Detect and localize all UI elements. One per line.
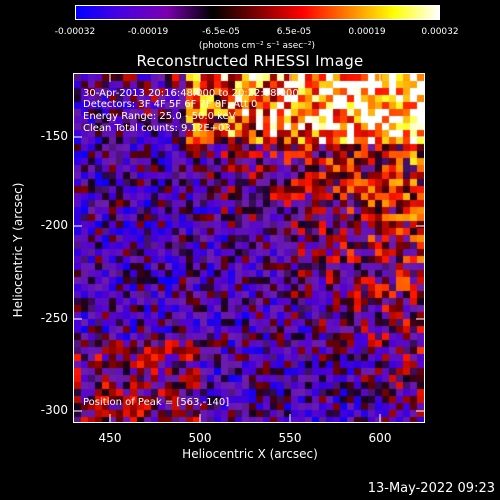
x-tick-label: 450 xyxy=(98,431,122,445)
colorbar-tick: -6.5e-05 xyxy=(202,27,240,37)
date-stamp: 13-May-2022 09:23 xyxy=(367,481,495,496)
colorbar-tick: 0.00019 xyxy=(348,27,386,37)
colorbar-tick: -0.00032 xyxy=(54,27,96,37)
colorbar xyxy=(75,5,440,20)
x-tick-label: 600 xyxy=(368,431,392,445)
x-tick-label: 550 xyxy=(278,431,302,445)
algorithm-label: Clean Total counts: 9.12E+03 xyxy=(83,123,231,134)
colorbar-tick: 0.00032 xyxy=(421,27,459,37)
peak-position-label: Position of Peak = [563,-140] xyxy=(83,397,230,408)
colorbar-tick: -0.00019 xyxy=(127,27,169,37)
plot-ticks xyxy=(74,74,424,422)
y-axis-label: Heliocentric Y (arcsec) xyxy=(11,182,25,318)
rhessi-heatmap-image xyxy=(74,74,424,422)
detectors-label: Detectors: 3F 4F 5F 6F 7F 8F, Att 0 xyxy=(83,99,258,110)
plot-area: 30-Apr-2013 20:16:48.000 to 20:22:08.000… xyxy=(73,73,425,423)
y-tick-label: -200 xyxy=(40,218,68,232)
x-axis-label: Heliocentric X (arcsec) xyxy=(182,447,318,461)
energy-range-label: Energy Range: 25.0 - 50.0 keV xyxy=(83,111,236,122)
plot-title: Reconstructed RHESSI Image xyxy=(136,52,364,70)
y-tick-label: -250 xyxy=(40,311,68,325)
time-range-label: 30-Apr-2013 20:16:48.000 to 20:22:08.000 xyxy=(83,88,299,99)
colorbar-tick: 6.5e-05 xyxy=(276,27,312,37)
colorbar-unit-label: (photons cm⁻² s⁻¹ asec⁻²) xyxy=(198,41,316,51)
y-tick-label: -150 xyxy=(40,129,68,143)
x-tick-label: 500 xyxy=(188,431,212,445)
y-tick-label: -300 xyxy=(40,403,68,417)
